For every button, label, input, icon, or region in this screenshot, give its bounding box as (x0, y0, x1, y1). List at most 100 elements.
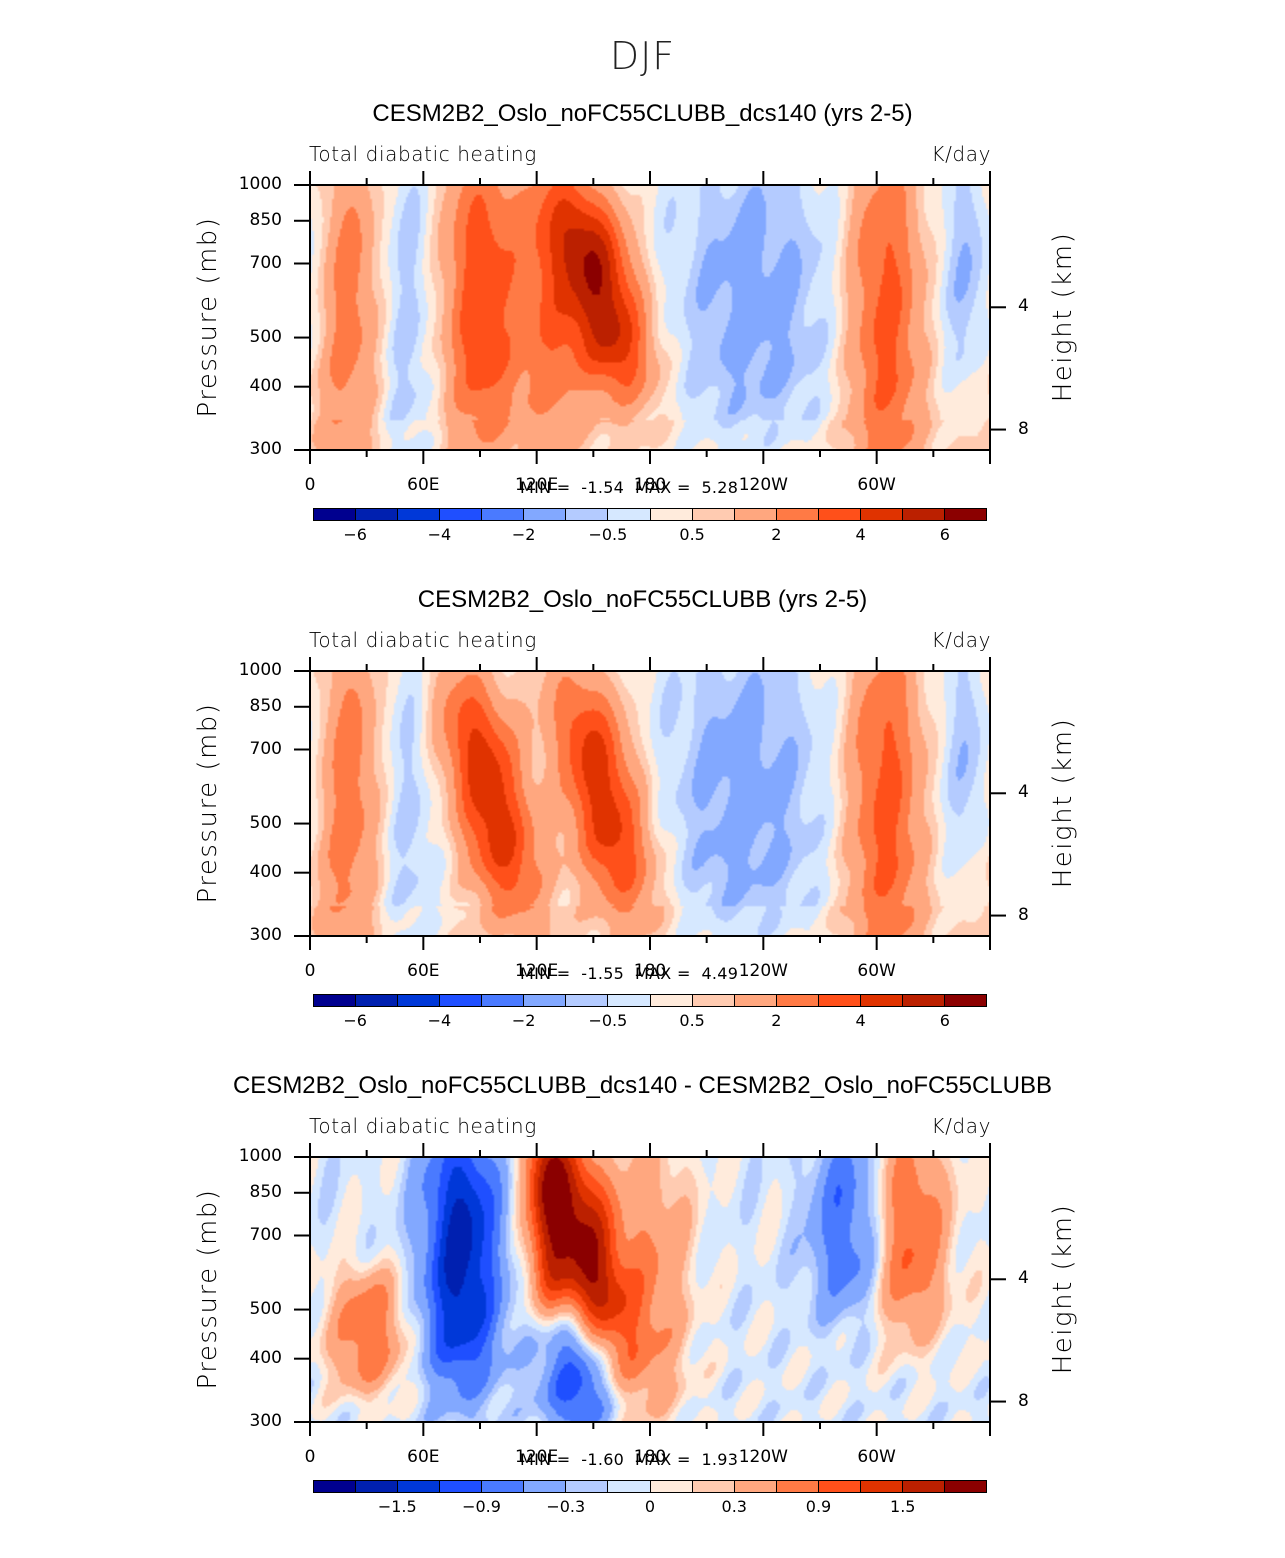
colorbar-label: −0.5 (588, 1011, 628, 1030)
colorbar-box (776, 509, 819, 520)
figure-title: DJF (609, 34, 676, 78)
y-tick-label: 850 (249, 695, 282, 716)
colorbar-box (944, 995, 986, 1006)
height-tick-label: 8 (1018, 418, 1029, 439)
height-tick-label: 4 (1018, 782, 1029, 803)
y2-axis-title: Height (km) (1048, 717, 1078, 888)
panel-title: CESM2B2_Oslo_noFC55CLUBB_dcs140 - CESM2B… (232, 1072, 1053, 1099)
contour-field (310, 185, 990, 450)
colorbar-label: −0.9 (462, 1497, 501, 1516)
plot-frame (309, 1156, 991, 1423)
colorbar-box (356, 1481, 399, 1492)
colorbar-box (356, 995, 399, 1006)
y2-axis-title: Height (km) (1048, 231, 1078, 402)
y-axis-title: Pressure (mb) (193, 702, 223, 903)
colorbar (313, 1480, 987, 1493)
max-label: MAX = (634, 964, 691, 983)
panel-title: CESM2B2_Oslo_noFC55CLUBB (yrs 2-5) (417, 586, 868, 613)
colorbar-label: −2 (511, 525, 536, 544)
colorbar-box (440, 509, 483, 520)
x-tick-label: 180 (633, 475, 667, 495)
y-tick-label: 700 (249, 252, 282, 273)
colorbar-label: 0.9 (805, 1497, 832, 1516)
y-tick-label: 500 (249, 1298, 282, 1319)
plot-frame (309, 670, 991, 937)
y-tick-label: 400 (249, 861, 282, 882)
colorbar-box (734, 509, 777, 520)
colorbar-box (860, 509, 903, 520)
colorbar-label: 2 (771, 525, 782, 544)
y-tick-label: 400 (249, 375, 282, 396)
colorbar-box (776, 1481, 819, 1492)
y-tick-label: 850 (249, 209, 282, 230)
x-tick-label: 120W (738, 961, 788, 981)
min-value: -1.60 (581, 1450, 625, 1469)
y-tick-label: 300 (249, 439, 282, 459)
units-string: K/day (931, 1114, 991, 1138)
y-tick-label: 300 (249, 925, 282, 945)
axes (294, 1143, 1006, 1436)
min-label: MIN = (520, 478, 571, 497)
x-tick-label: 60W (857, 1447, 896, 1467)
colorbar-label: −0.3 (546, 1497, 586, 1516)
x-tick-label: 60E (407, 961, 440, 981)
colorbar-box (692, 509, 735, 520)
height-tick-label: 8 (1018, 1390, 1029, 1411)
colorbar-box (734, 995, 777, 1006)
colorbar-box (356, 509, 399, 520)
x-tick-label: 60W (857, 961, 896, 981)
x-tick-label: 180 (633, 961, 667, 981)
max-label: MAX = (634, 1450, 691, 1469)
colorbar-label: −6 (343, 525, 367, 544)
x-tick-label: 60E (407, 475, 440, 495)
colorbar-box (566, 995, 609, 1006)
colorbar-box (314, 1481, 357, 1492)
colorbar-box (650, 509, 693, 520)
colorbar-box (482, 509, 525, 520)
colorbar-box (818, 1481, 861, 1492)
colorbar-label: 2 (771, 1011, 782, 1030)
colorbar-box (608, 509, 651, 520)
y-tick-label: 500 (249, 812, 282, 833)
colorbar-box (524, 1481, 567, 1492)
x-tick-label: 120E (515, 475, 559, 495)
x-tick-label: 120E (515, 1447, 559, 1467)
x-tick-label: 60W (857, 475, 896, 495)
colorbar-label: 0 (644, 1497, 656, 1516)
max-value: 1.93 (701, 1450, 739, 1469)
contour-field (310, 671, 990, 936)
axes (294, 657, 1006, 950)
left-string: Total diabatic heating (309, 1114, 537, 1138)
colorbar-box (944, 1481, 986, 1492)
panel-2: CESM2B2_Oslo_noFC55CLUBB (yrs 2-5) Total … (0, 586, 1285, 1072)
colorbar-label: 1.5 (890, 1497, 916, 1516)
colorbar-label: −0.5 (588, 525, 628, 544)
colorbar-label: 0.5 (679, 1011, 705, 1030)
x-tick-label: 120E (515, 961, 559, 981)
x-tick-label: 60E (407, 1447, 440, 1467)
x-tick-label: 120W (738, 475, 788, 495)
x-tick-label: 0 (304, 1447, 316, 1467)
units-string: K/day (931, 628, 991, 652)
colorbar-box (902, 509, 945, 520)
colorbar-box (524, 509, 567, 520)
y-axis-title: Pressure (mb) (193, 216, 223, 417)
colorbar-box (608, 995, 651, 1006)
max-value: 4.49 (701, 964, 739, 983)
colorbar-label: 4 (855, 525, 866, 544)
y-tick-label: 700 (249, 738, 282, 759)
colorbar-label: 0.3 (721, 1497, 747, 1516)
colorbar-box (482, 995, 525, 1006)
colorbar-box (818, 509, 861, 520)
y-tick-label: 1000 (238, 660, 282, 680)
panel-3: CESM2B2_Oslo_noFC55CLUBB_dcs140 - CESM2B… (0, 1072, 1285, 1558)
colorbar-label: 4 (855, 1011, 866, 1030)
colorbar-box (440, 1481, 483, 1492)
height-tick-label: 4 (1018, 1268, 1029, 1289)
colorbar-box (776, 995, 819, 1006)
min-max-readout: MIN = -1.55 MAX = 4.49 (520, 964, 738, 983)
colorbar-box (608, 1481, 651, 1492)
colorbar-label: −4 (427, 1011, 452, 1030)
max-label: MAX = (634, 478, 691, 497)
plot-frame (309, 184, 991, 451)
